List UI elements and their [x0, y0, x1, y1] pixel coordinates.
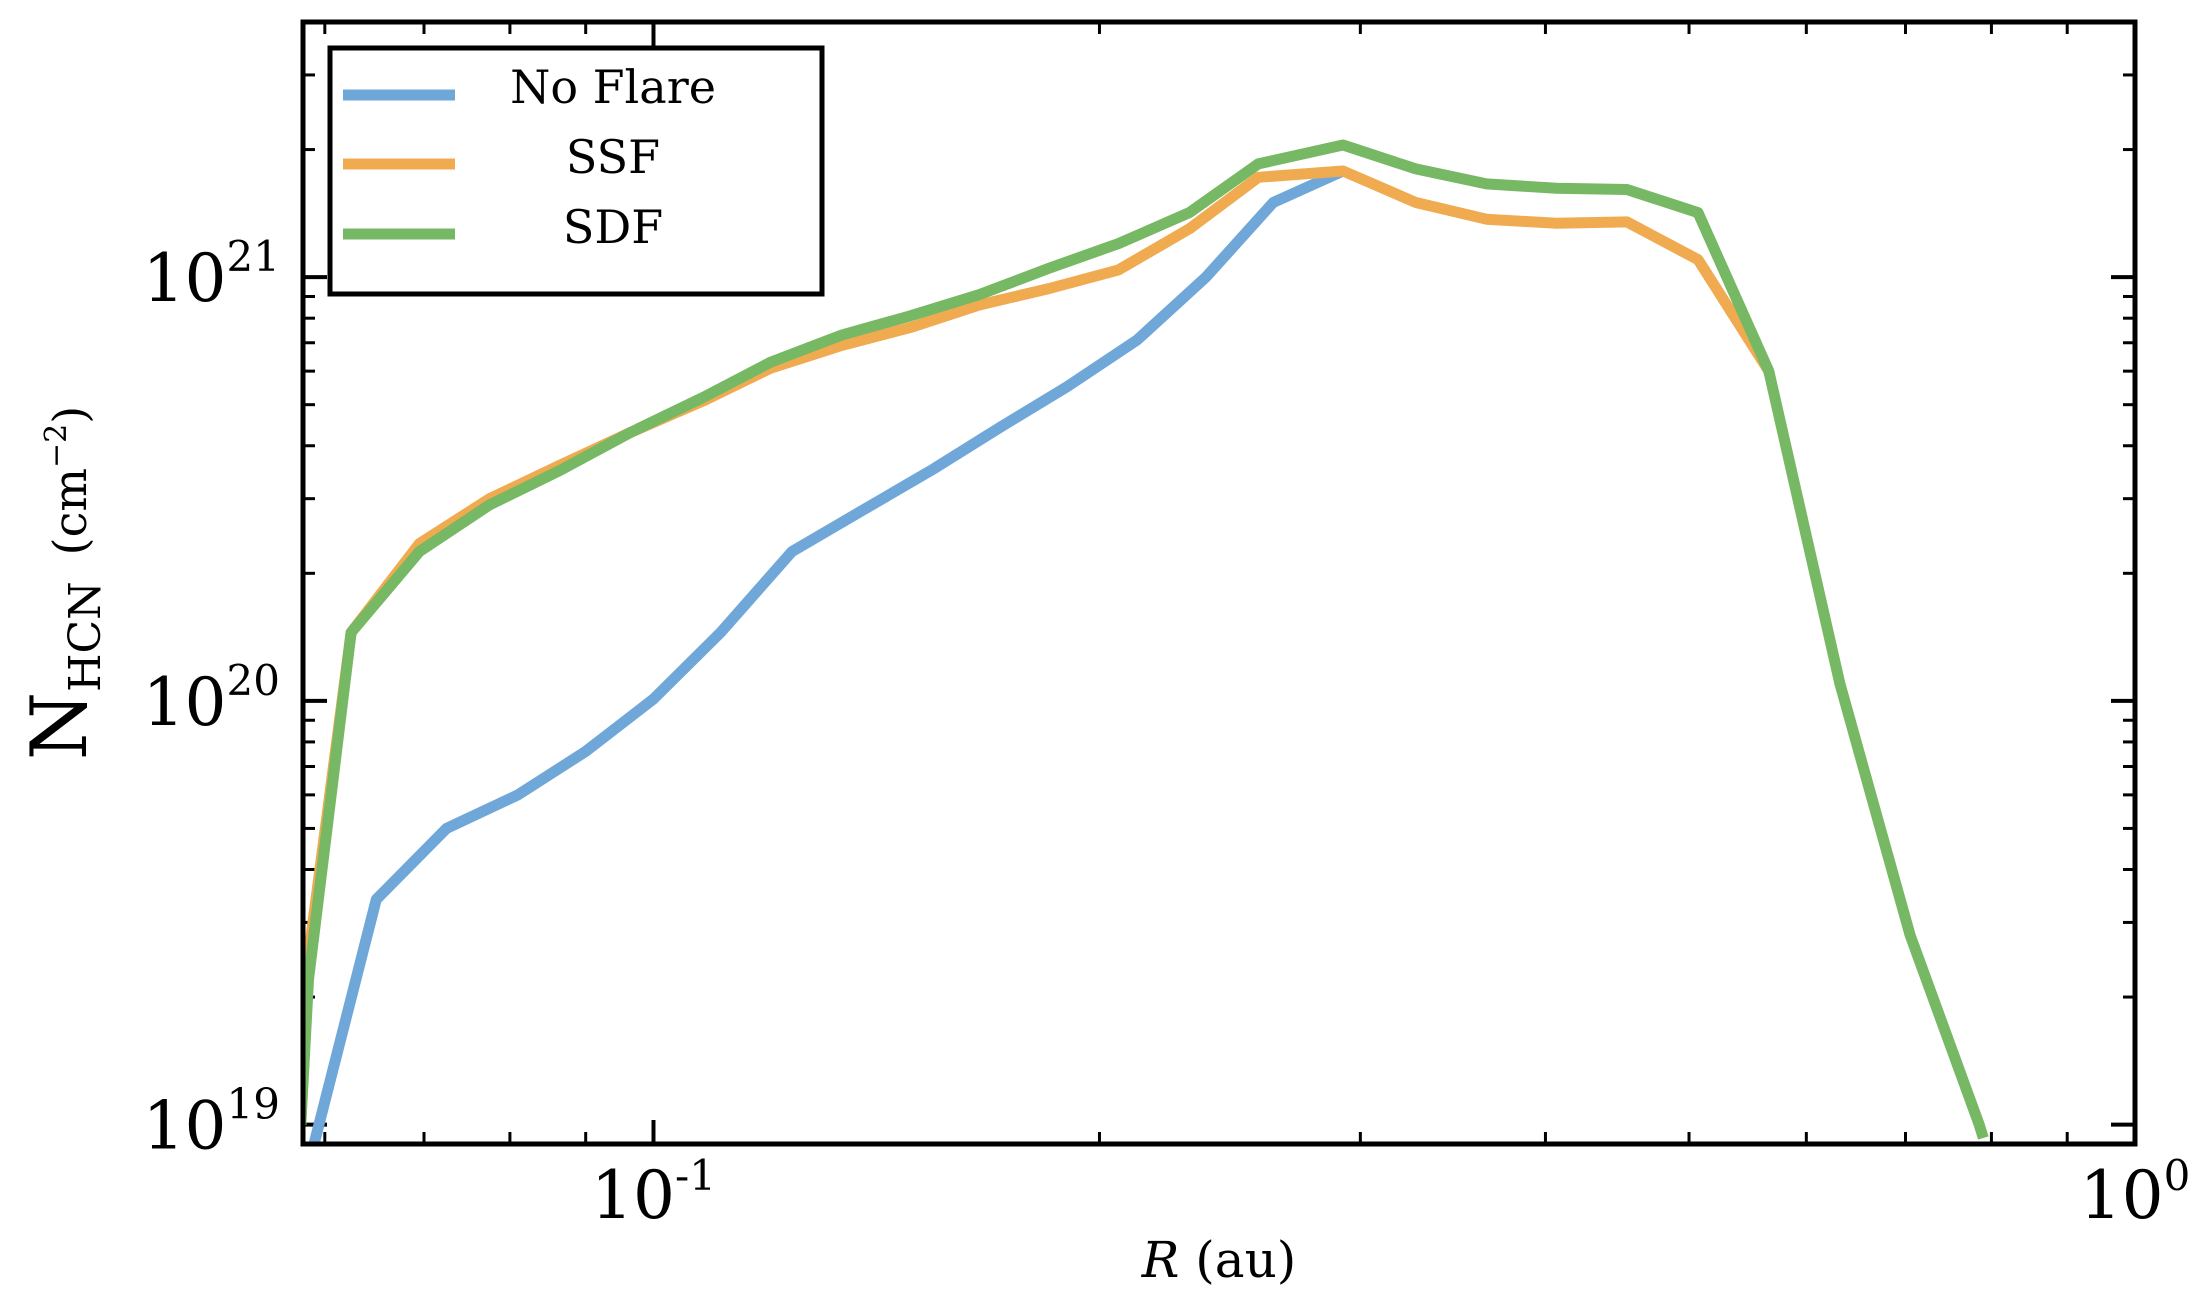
y-tick-label-2: 1021 [143, 232, 280, 317]
y-axis-title-exp: −2 [39, 424, 74, 468]
y-axis-title: NHCN (cm−2) [15, 406, 111, 760]
x-tick-label-1: 100 [2080, 1151, 2191, 1234]
plot-frame [300, 19, 2138, 1147]
tick-labels: 10-1 100 1019 1020 1021 [143, 232, 2191, 1234]
series-line-2 [303, 139, 1989, 1140]
series-line-1 [303, 165, 1774, 1125]
legend: No Flare SSF SDF [327, 45, 825, 297]
y-axis-title-base: N [15, 692, 105, 760]
y-axis-title-unit: (cm [43, 468, 97, 555]
legend-box [327, 45, 825, 297]
y-axis-title-close: ) [43, 406, 97, 424]
y-tick-label-0: 1019 [143, 1080, 280, 1165]
x-tick-label-0: 10-1 [591, 1151, 716, 1234]
legend-label-ssf: SSF [566, 130, 660, 184]
legend-label-sdf: SDF [563, 200, 663, 254]
y-axis-title-sub: HCN [60, 581, 111, 692]
series-line-0 [308, 165, 1346, 1144]
x-axis-title: R (au) [1141, 1231, 1297, 1289]
series-layer [303, 139, 1989, 1144]
x-axis-title-var: R [1141, 1231, 1180, 1289]
x-axis-title-unit: (au) [1179, 1231, 1296, 1289]
y-tick-label-1: 1020 [143, 656, 280, 741]
legend-label-no-flare: No Flare [510, 60, 716, 114]
